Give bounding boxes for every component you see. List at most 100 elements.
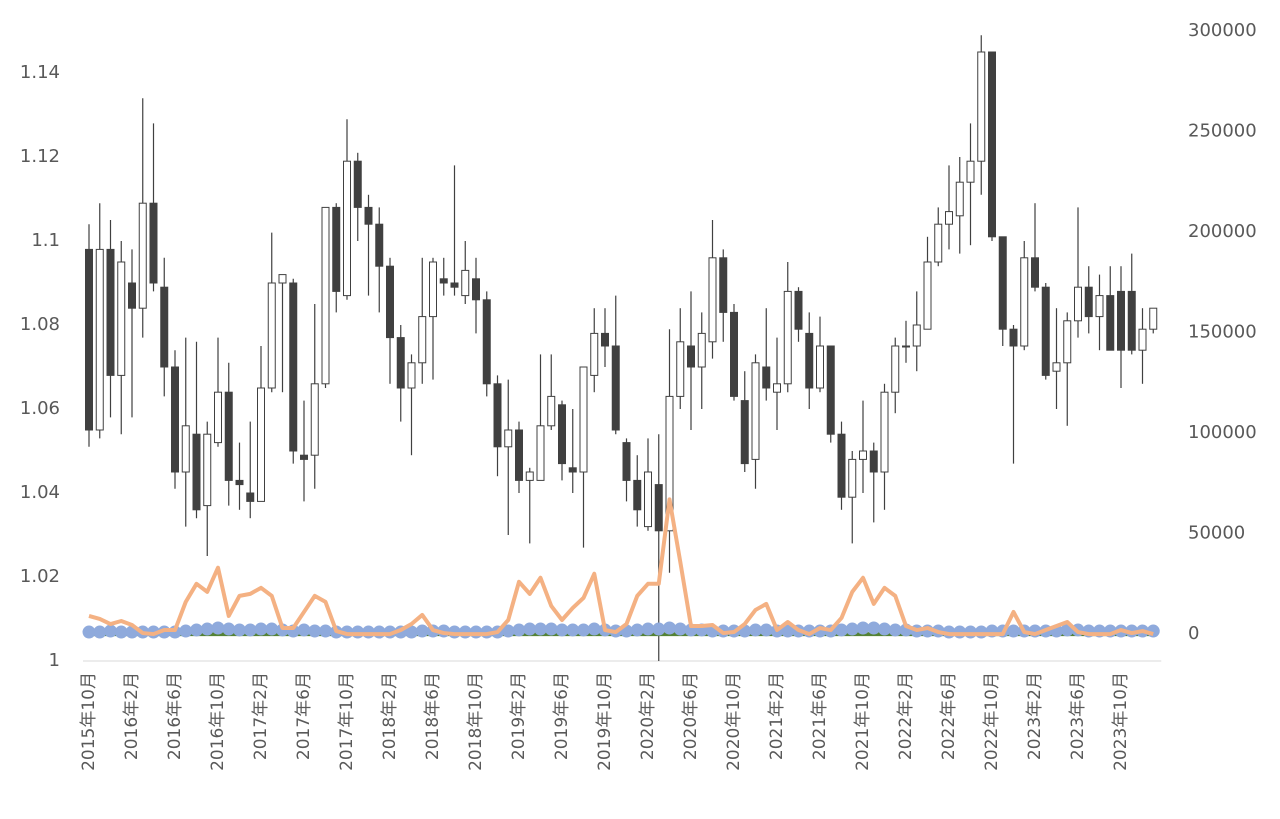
candle-body <box>590 332 599 376</box>
candle-body <box>708 257 717 343</box>
candle-body <box>601 332 609 347</box>
candle-body <box>386 265 394 339</box>
candle-body <box>472 278 480 301</box>
x-tick-label: 2016年2月 <box>122 672 142 760</box>
series-marker <box>233 623 246 637</box>
series-marker <box>82 625 96 639</box>
candle-body <box>665 395 674 532</box>
candle-body <box>1149 307 1158 330</box>
x-tick-label: 2022年10月 <box>982 672 1002 771</box>
candle-body <box>547 395 556 427</box>
x-tick-label: 2015年10月 <box>79 672 99 771</box>
series-marker <box>663 621 676 635</box>
candle-body <box>192 433 201 511</box>
candle-body <box>429 261 437 318</box>
x-tick-label: 2018年6月 <box>423 672 443 760</box>
candle-body <box>160 286 169 368</box>
y2-tick-label: 0 <box>1188 623 1199 644</box>
candle-body <box>1052 362 1061 372</box>
candle-body <box>418 316 427 364</box>
y-tick-label: 1.08 <box>20 314 60 335</box>
candle-body <box>923 261 932 330</box>
candle-body <box>504 429 513 448</box>
x-tick-label: 2018年2月 <box>380 672 400 760</box>
candle-body <box>622 442 631 481</box>
candle-body <box>891 345 900 393</box>
x-tick-label: 2023年10月 <box>1111 672 1131 771</box>
series-marker <box>630 623 644 637</box>
series-marker <box>555 623 569 637</box>
series-marker <box>673 622 687 636</box>
candle-body <box>794 290 803 330</box>
series-marker <box>523 622 537 636</box>
candle-body <box>278 274 287 284</box>
y2-tick-label: 300000 <box>1188 20 1257 41</box>
candle-body <box>214 391 222 444</box>
candle-body <box>85 248 93 431</box>
candle-body <box>1106 295 1115 351</box>
candle-body <box>730 311 738 397</box>
candle-body <box>138 202 147 309</box>
series-marker <box>114 625 128 639</box>
x-tick-label: 2016年6月 <box>165 672 185 760</box>
series-marker <box>372 625 386 639</box>
candle-body <box>493 383 502 448</box>
candle-body <box>450 282 459 288</box>
series-marker <box>749 623 762 637</box>
x-tick-label: 2023年2月 <box>1025 672 1045 760</box>
candle-body <box>998 236 1007 330</box>
candle-body <box>977 51 986 162</box>
series-marker <box>835 623 848 637</box>
candle-body <box>1009 328 1018 347</box>
candle-body <box>654 484 663 532</box>
series-marker <box>652 622 666 636</box>
series-marker <box>190 623 203 637</box>
x-tick-label: 2023年6月 <box>1068 672 1088 760</box>
candle-body <box>773 383 781 393</box>
candle-body <box>407 362 416 389</box>
x-tick-label: 2022年2月 <box>896 672 916 760</box>
candle-body <box>579 366 588 473</box>
series-marker <box>415 624 429 638</box>
candle-body <box>869 450 878 473</box>
candle-body <box>1084 286 1093 318</box>
candle-body <box>934 223 943 263</box>
candle-body <box>611 345 620 431</box>
y2-tick-label: 50000 <box>1188 523 1245 544</box>
candle-body <box>902 345 910 348</box>
candle-body <box>128 282 136 309</box>
candle-body <box>762 366 771 389</box>
x-tick-label: 2016年10月 <box>208 672 228 771</box>
candle-body <box>224 391 233 481</box>
x-tick-label: 2019年6月 <box>552 672 572 760</box>
x-tick-label: 2020年2月 <box>638 672 658 760</box>
candle-body <box>257 387 265 502</box>
x-tick-label: 2020年6月 <box>681 672 701 760</box>
x-tick-label: 2020年10月 <box>724 672 744 771</box>
candle-body <box>117 261 126 376</box>
series-line <box>88 497 1154 637</box>
series-marker <box>867 621 881 635</box>
y2-tick-label: 100000 <box>1188 422 1257 443</box>
series-marker <box>254 622 268 636</box>
candle-body <box>332 206 341 292</box>
y-tick-label: 1 <box>49 650 60 671</box>
series-marker <box>888 623 902 637</box>
candle-body <box>1127 290 1136 351</box>
candle-body <box>966 160 975 183</box>
candle-body <box>912 324 921 347</box>
y2-tick-label: 250000 <box>1188 121 1257 142</box>
candle-body <box>988 51 996 238</box>
series-marker <box>566 623 580 637</box>
candle-body <box>300 454 308 460</box>
series-marker <box>458 625 472 639</box>
series-marker <box>856 621 870 635</box>
series-marker <box>953 625 967 639</box>
y-tick-label: 1.1 <box>31 230 60 251</box>
series-marker <box>93 625 107 639</box>
candle-body <box>697 332 706 368</box>
y2-tick-label: 200000 <box>1188 221 1257 242</box>
candle-body <box>859 450 867 460</box>
series-marker <box>1007 624 1020 638</box>
